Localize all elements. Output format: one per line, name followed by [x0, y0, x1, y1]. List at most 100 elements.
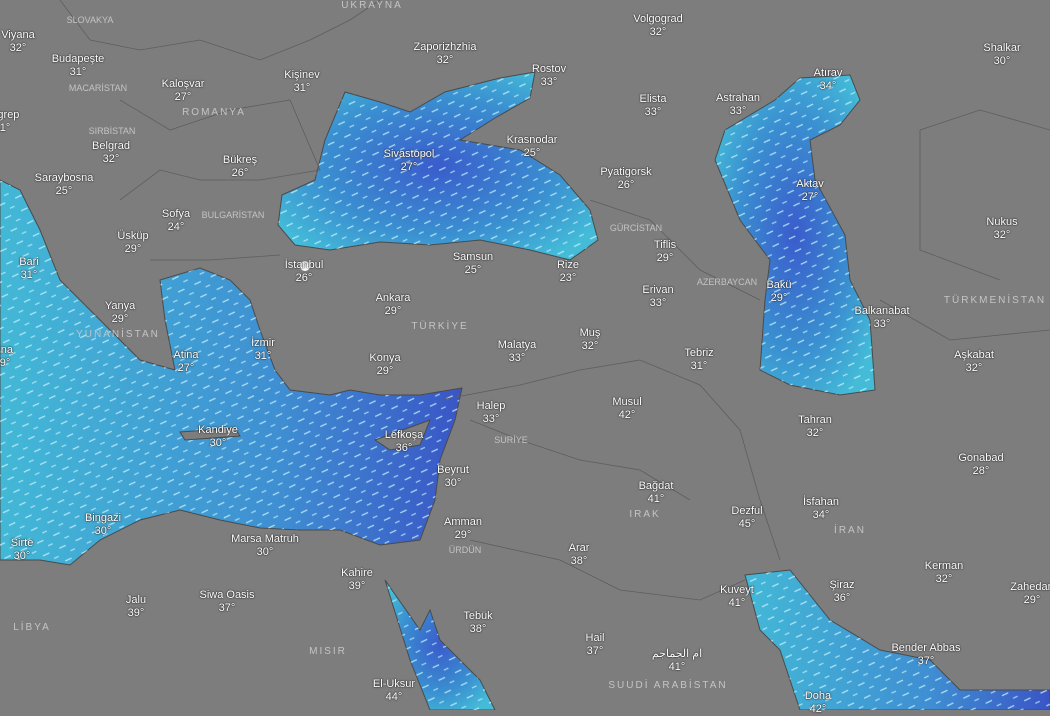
- city-label[interactable]: Sirte 30°: [11, 537, 34, 563]
- city-label[interactable]: Halep 33°: [477, 400, 506, 426]
- city-name: Pyatigorsk: [600, 166, 652, 178]
- city-label[interactable]: Siwa Oasis 37°: [199, 589, 254, 615]
- city-label[interactable]: El-Uksur 44°: [373, 678, 415, 704]
- city-label[interactable]: Şiraz 36°: [829, 579, 854, 605]
- country-label: SUUDİ ARABİSTAN: [608, 680, 728, 691]
- city-label[interactable]: Bakü 29°: [766, 279, 791, 305]
- city-label[interactable]: Tebük 38°: [463, 610, 492, 636]
- persian-gulf: [744, 569, 1050, 710]
- city-temperature: 41°: [668, 661, 686, 673]
- city-label[interactable]: Krasnodar 25°: [507, 134, 558, 160]
- city-name: Zaporizhzhia: [413, 41, 477, 53]
- city-name: Balkanabat: [854, 305, 910, 317]
- city-label[interactable]: Tiflis 29°: [654, 239, 676, 265]
- city-label[interactable]: Volgograd 32°: [633, 13, 683, 39]
- city-label[interactable]: Ankara 29°: [376, 292, 411, 318]
- red-sea: [384, 579, 496, 710]
- city-label[interactable]: Bari 31°: [19, 256, 39, 282]
- city-label[interactable]: Atina 27°: [173, 349, 198, 375]
- city-label[interactable]: İzmir 31°: [251, 337, 275, 363]
- city-name: Beyrut: [437, 464, 469, 476]
- city-label[interactable]: Bağdat 41°: [639, 480, 674, 506]
- city-label[interactable]: ام الجماجم 41°: [652, 648, 702, 674]
- city-label[interactable]: Sina29°: [0, 344, 13, 370]
- city-temperature: 36°: [833, 592, 851, 604]
- city-label[interactable]: Üsküp 29°: [117, 230, 148, 256]
- city-label[interactable]: Jalu 39°: [126, 594, 146, 620]
- city-label[interactable]: Gonabad 28°: [958, 452, 1003, 478]
- city-label[interactable]: Konya 29°: [369, 352, 400, 378]
- city-label[interactable]: Kahire 39°: [341, 567, 373, 593]
- city-label[interactable]: Kişinev 31°: [284, 69, 319, 95]
- city-label[interactable]: Rostov 33°: [532, 63, 566, 89]
- city-label[interactable]: Hail 37°: [586, 632, 605, 658]
- city-name: Tebük: [463, 610, 493, 622]
- city-label[interactable]: Samsun 25°: [453, 251, 493, 277]
- city-label[interactable]: Erivan 33°: [642, 284, 673, 310]
- city-temperature: 31°: [69, 66, 87, 78]
- city-label[interactable]: Aşkabat 32°: [954, 349, 994, 375]
- city-label[interactable]: Dezful 45°: [731, 505, 762, 531]
- city-name: Volgograd: [633, 13, 683, 25]
- city-label[interactable]: Malatya 33°: [498, 339, 537, 365]
- city-label[interactable]: Tahran 32°: [798, 414, 832, 440]
- city-label[interactable]: Bingazi 30°: [85, 512, 121, 538]
- city-label[interactable]: Astrahan 33°: [716, 92, 760, 118]
- city-name: Ankara: [375, 292, 411, 304]
- city-label[interactable]: Arar 38°: [569, 542, 590, 568]
- city-label[interactable]: Lefkoşa 36°: [385, 429, 424, 455]
- city-name: Bakü: [766, 279, 792, 291]
- city-label[interactable]: Sofya 24°: [162, 208, 190, 234]
- city-label[interactable]: Kerman 32°: [925, 560, 964, 586]
- city-temperature: 29°: [376, 365, 394, 377]
- city-name: Kandiye: [198, 424, 238, 436]
- city-name: Bender Abbas: [891, 642, 961, 654]
- city-label[interactable]: Tebriz 31°: [684, 347, 713, 373]
- city-name: Saraybosna: [34, 172, 94, 184]
- city-label[interactable]: Kandiye 30°: [198, 424, 238, 450]
- city-label[interactable]: Elista 33°: [640, 93, 667, 119]
- city-temperature: 32°: [436, 54, 454, 66]
- city-label[interactable]: İstanbul 26°: [285, 259, 324, 285]
- city-temperature: 31°: [20, 269, 38, 281]
- city-name: Hail: [585, 632, 605, 644]
- city-name: Bükreş: [222, 154, 258, 166]
- city-label[interactable]: Beyrut 30°: [437, 464, 469, 490]
- city-label[interactable]: Viyana 32°: [1, 29, 34, 55]
- city-label[interactable]: Atırav 34°: [814, 67, 843, 93]
- mediterranean-sea: [0, 179, 463, 566]
- city-name: Muş: [579, 327, 601, 339]
- city-label[interactable]: Saraybosna 25°: [35, 172, 94, 198]
- city-label[interactable]: Sivastopol 27°: [384, 148, 435, 174]
- city-label[interactable]: Budapeşte 31°: [52, 53, 105, 79]
- city-label[interactable]: Musul 42°: [612, 396, 641, 422]
- city-label[interactable]: Yanya 29°: [105, 300, 135, 326]
- city-label[interactable]: İsfahan 34°: [803, 496, 839, 522]
- city-label[interactable]: Nukus 32°: [986, 216, 1017, 242]
- city-label[interactable]: Bükreş 26°: [223, 154, 257, 180]
- city-label[interactable]: Muş 32°: [580, 327, 601, 353]
- city-name: Bingazi: [84, 512, 122, 524]
- city-label[interactable]: Zahedan 29°: [1010, 581, 1050, 607]
- city-temperature: 38°: [469, 623, 487, 635]
- city-temperature: 32°: [581, 340, 599, 352]
- city-label[interactable]: Zaporizhzhia 32°: [414, 41, 477, 67]
- city-label[interactable]: Pyatigorsk 26°: [600, 166, 651, 192]
- city-label[interactable]: Marsa Matruh 30°: [231, 533, 299, 559]
- city-label[interactable]: Rize 23°: [557, 259, 579, 285]
- city-temperature: 29°: [124, 243, 142, 255]
- city-label[interactable]: Amman 29°: [444, 516, 482, 542]
- city-label[interactable]: Belgrad 32°: [92, 140, 130, 166]
- city-label[interactable]: Zagrep31°: [0, 109, 19, 135]
- country-label: TÜRKMENİSTAN: [943, 295, 1047, 306]
- city-label[interactable]: Aktav 27°: [796, 178, 824, 204]
- country-label: AZERBAYCAN: [696, 277, 758, 287]
- city-label[interactable]: Kaloşvar 27°: [162, 78, 205, 104]
- city-label[interactable]: Shalkar 30°: [983, 42, 1020, 68]
- city-temperature: 25°: [55, 185, 73, 197]
- city-label[interactable]: Doha 42°: [805, 690, 831, 716]
- city-label[interactable]: Balkanabat 33°: [854, 305, 909, 331]
- city-label[interactable]: Bender Abbas 37°: [891, 642, 960, 668]
- city-label[interactable]: Kuveyt 41°: [720, 584, 754, 610]
